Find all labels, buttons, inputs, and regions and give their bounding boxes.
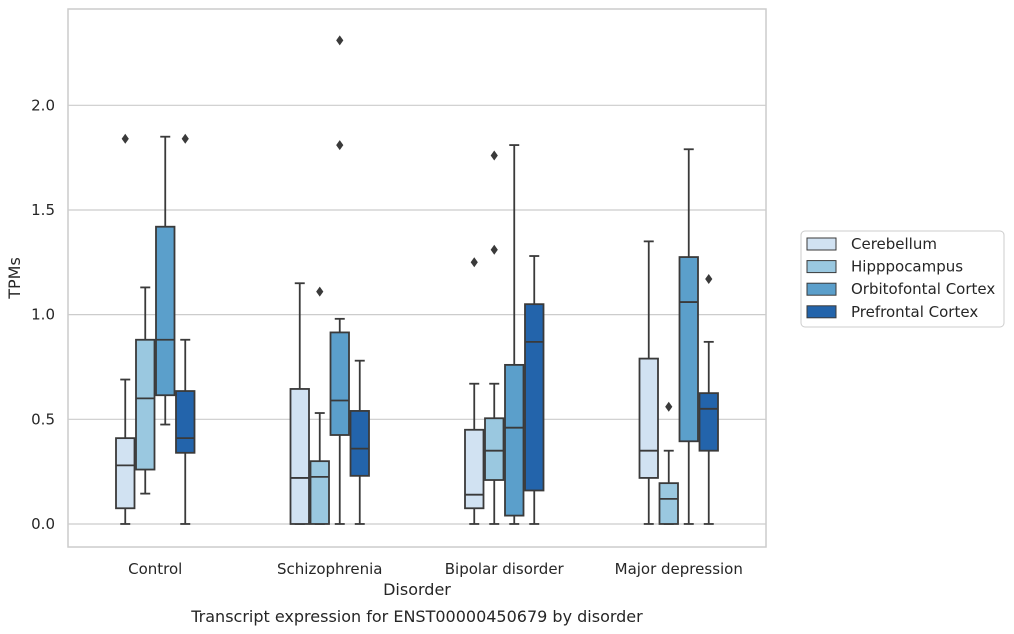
- legend-label: Hipppocampus: [851, 258, 963, 276]
- box-hipppocampus: [136, 287, 155, 493]
- box-hipppocampus: [311, 287, 330, 524]
- box-body: [351, 411, 370, 476]
- x-axis-label: Disorder: [383, 580, 451, 599]
- legend-swatch: [807, 238, 836, 250]
- legend-label: Cerebellum: [851, 235, 937, 253]
- box-body: [525, 304, 544, 490]
- box-body: [680, 257, 699, 441]
- legend-swatch: [807, 306, 836, 318]
- legend-label: Prefrontal Cortex: [851, 303, 978, 321]
- box-orbitofontal-cortex: [505, 145, 524, 524]
- x-tick-label: Major depression: [615, 560, 743, 578]
- outlier-point: [705, 274, 712, 284]
- y-tick-label: 0.5: [31, 410, 55, 428]
- box-body: [660, 483, 679, 524]
- box-body: [640, 359, 659, 478]
- box-orbitofontal-cortex: [680, 149, 699, 524]
- box-orbitofontal-cortex: [331, 35, 350, 524]
- box-plot-chart: 0.0 0.5 1.0 1.5 2.0 Control Schizophrenia Bipo…: [0, 0, 1014, 634]
- box-cerebellum: [465, 257, 484, 524]
- boxes: [116, 35, 718, 524]
- legend-label: Orbitofontal Cortex: [851, 280, 995, 298]
- legend: Cerebellum Hipppocampus Orbitofontal Corte…: [801, 231, 1004, 327]
- legend-swatch: [807, 283, 836, 295]
- y-axis-label: TPMs: [5, 257, 24, 300]
- box-prefrontal-cortex: [525, 256, 544, 524]
- x-tick-label: Control: [128, 560, 182, 578]
- box-body: [176, 391, 195, 453]
- box-prefrontal-cortex: [176, 134, 195, 524]
- outlier-point: [316, 287, 323, 297]
- box-hipppocampus: [660, 402, 679, 524]
- outlier-point: [336, 140, 343, 150]
- box-body: [700, 393, 719, 451]
- box-cerebellum: [116, 134, 135, 524]
- outlier-point: [336, 35, 343, 45]
- outlier-point: [665, 402, 672, 412]
- legend-swatch: [807, 261, 836, 273]
- box-body: [291, 389, 310, 524]
- y-tick-labels: 0.0 0.5 1.0 1.5 2.0: [31, 96, 55, 533]
- y-tick-label: 2.0: [31, 96, 55, 114]
- x-tick-label: Bipolar disorder: [445, 560, 565, 578]
- box-body: [116, 438, 135, 508]
- box-body: [485, 418, 504, 480]
- box-hipppocampus: [485, 151, 504, 524]
- box-body: [136, 340, 155, 470]
- y-tick-label: 1.0: [31, 306, 55, 324]
- outlier-point: [122, 134, 129, 144]
- chart-caption: Transcript expression for ENST0000045067…: [190, 607, 643, 626]
- y-tick-label: 0.0: [31, 515, 55, 533]
- box-cerebellum: [640, 241, 659, 524]
- outlier-point: [491, 151, 498, 161]
- box-orbitofontal-cortex: [156, 137, 175, 425]
- box-body: [156, 227, 175, 396]
- box-prefrontal-cortex: [700, 274, 719, 524]
- box-body: [331, 332, 350, 435]
- outlier-point: [471, 257, 478, 267]
- x-tick-label: Schizophrenia: [277, 560, 382, 578]
- outlier-point: [182, 134, 189, 144]
- box-body: [311, 461, 330, 524]
- box-body: [465, 430, 484, 509]
- box-body: [505, 365, 524, 516]
- y-tick-label: 1.5: [31, 201, 55, 219]
- box-cerebellum: [291, 283, 310, 524]
- outlier-point: [491, 245, 498, 255]
- x-tick-labels: Control Schizophrenia Bipolar disorder Majo…: [128, 560, 743, 578]
- box-prefrontal-cortex: [351, 361, 370, 524]
